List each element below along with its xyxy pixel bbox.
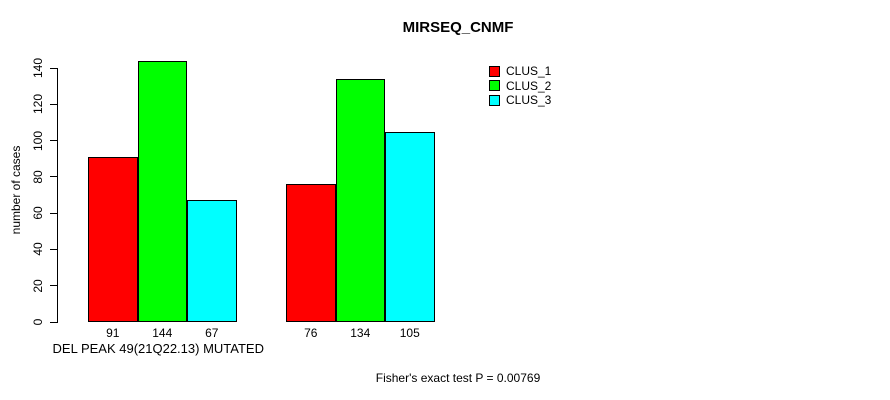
bar-clus_3-group1 <box>187 200 237 322</box>
bar-clus_1-group2 <box>286 184 336 322</box>
legend-label-clus2: CLUS_2 <box>506 78 552 93</box>
legend-item-clus2: CLUS_2 <box>489 78 552 93</box>
y-tick-label-40: 40 <box>31 242 45 257</box>
bar-clus_2-group2 <box>335 78 385 322</box>
legend-swatch-clus3 <box>489 94 500 106</box>
y-tick-label-0: 0 <box>31 318 45 326</box>
y-tick-20 <box>50 285 58 287</box>
bar-value-label-clus_2-group2: 134 <box>350 326 371 340</box>
bar-value-label-clus_1-group2: 76 <box>304 326 318 340</box>
legend-swatch-clus2 <box>489 80 500 91</box>
y-tick-80 <box>50 176 58 178</box>
bar-clus_1-group1 <box>88 156 138 322</box>
bar-value-label-clus_3-group2: 105 <box>399 326 420 340</box>
y-tick-60 <box>50 212 58 214</box>
y-tick-label-100: 100 <box>31 130 45 151</box>
y-tick-120 <box>50 103 58 105</box>
x-group-label-1: DEL PEAK 49(21Q22.13) MUTATED <box>52 341 264 356</box>
y-tick-label-60: 60 <box>31 206 45 220</box>
bar-value-label-clus_1-group1: 91 <box>106 326 120 340</box>
bar-value-label-clus_3-group1: 67 <box>205 326 219 340</box>
y-tick-label-80: 80 <box>31 170 45 184</box>
y-axis-line <box>57 68 58 323</box>
y-tick-label-140: 140 <box>31 57 45 79</box>
legend-label-clus1: CLUS_1 <box>506 64 552 78</box>
legend-item-clus3: CLUS_3 <box>489 93 552 107</box>
bar-clus_2-group1 <box>137 60 187 322</box>
legend-swatch-clus1 <box>489 65 500 77</box>
legend-label-clus3: CLUS_3 <box>506 93 552 107</box>
y-tick-100 <box>50 140 58 142</box>
bar-value-label-clus_2-group1: 144 <box>152 326 173 340</box>
chart-title: MIRSEQ_CNMF <box>402 19 514 36</box>
stat-annotation: Fisher's exact test P = 0.00769 <box>375 371 541 385</box>
y-tick-40 <box>50 248 58 250</box>
legend-item-clus1: CLUS_1 <box>489 64 552 78</box>
y-tick-140 <box>50 67 58 69</box>
y-tick-0 <box>50 321 58 323</box>
y-axis-title: number of cases <box>9 145 23 235</box>
y-tick-label-120: 120 <box>31 94 45 115</box>
bar-clus_3-group2 <box>385 131 435 322</box>
y-tick-label-20: 20 <box>31 279 45 293</box>
